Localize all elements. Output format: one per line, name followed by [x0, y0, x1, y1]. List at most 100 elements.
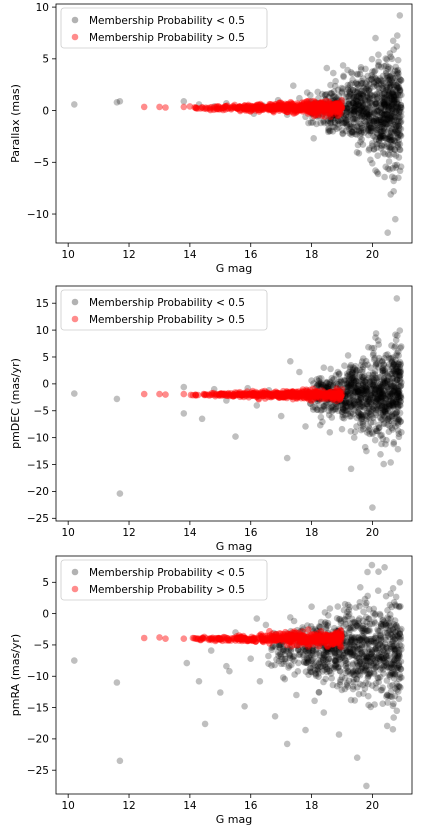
data-point	[342, 127, 350, 135]
data-point	[270, 103, 278, 110]
data-point	[342, 401, 349, 409]
data-point	[325, 125, 332, 132]
data-point	[359, 115, 366, 122]
data-point	[388, 374, 396, 382]
data-point	[391, 74, 399, 82]
data-point	[377, 432, 384, 440]
data-point	[366, 104, 373, 111]
data-point	[387, 191, 395, 198]
data-point	[389, 90, 397, 97]
data-point	[213, 104, 220, 111]
data-point	[375, 116, 383, 124]
data-point	[356, 94, 364, 102]
data-point	[71, 390, 78, 397]
data-point	[285, 390, 293, 398]
data-point	[219, 104, 226, 112]
data-point	[349, 410, 357, 418]
data-point	[186, 103, 194, 110]
data-point	[382, 134, 389, 142]
data-point	[327, 113, 334, 121]
data-point	[262, 104, 270, 111]
data-point	[372, 385, 380, 392]
data-point	[379, 114, 387, 122]
data-point	[210, 105, 218, 112]
data-point	[385, 115, 393, 123]
data-point	[381, 96, 389, 103]
data-point	[363, 376, 370, 384]
data-point	[389, 403, 397, 410]
data-point	[344, 93, 352, 100]
data-point	[343, 403, 351, 410]
data-point	[383, 116, 391, 124]
data-point	[395, 96, 403, 104]
data-point	[374, 111, 381, 119]
data-point	[245, 392, 253, 399]
data-point	[356, 106, 363, 113]
data-point	[223, 397, 230, 404]
data-point	[388, 358, 396, 365]
data-point	[333, 112, 341, 120]
data-point	[392, 108, 399, 116]
data-point	[359, 124, 366, 132]
data-point	[322, 104, 330, 112]
data-point	[334, 102, 341, 110]
data-point	[395, 73, 402, 81]
data-point	[379, 369, 386, 377]
data-point	[397, 368, 405, 376]
data-point	[373, 140, 381, 148]
data-point	[359, 419, 367, 426]
data-point	[302, 390, 310, 398]
data-point	[322, 105, 330, 113]
data-point	[327, 119, 334, 127]
data-point	[395, 174, 402, 182]
data-point	[397, 392, 405, 399]
data-point	[358, 390, 366, 397]
data-point	[388, 424, 396, 432]
data-point	[303, 98, 310, 105]
data-point	[222, 106, 229, 113]
data-point	[221, 103, 229, 110]
data-point	[396, 88, 404, 95]
data-point	[382, 55, 390, 62]
data-point	[307, 386, 314, 394]
data-point	[397, 76, 405, 84]
data-point	[395, 402, 402, 410]
data-point	[366, 97, 373, 105]
data-point	[396, 367, 403, 375]
data-point	[397, 132, 405, 140]
data-point	[396, 117, 403, 125]
data-point	[385, 692, 393, 700]
data-point	[364, 113, 371, 120]
data-point	[349, 129, 357, 136]
data-point	[378, 388, 386, 396]
data-point	[330, 101, 338, 109]
data-point	[384, 421, 392, 429]
data-point	[394, 84, 401, 91]
data-point	[268, 106, 275, 114]
data-point	[365, 692, 372, 700]
data-point	[390, 402, 397, 409]
data-point	[245, 101, 252, 109]
data-point	[391, 137, 398, 144]
data-point	[352, 116, 359, 123]
data-point	[198, 415, 206, 423]
data-point	[287, 101, 295, 108]
data-point	[156, 390, 163, 398]
data-point	[380, 406, 388, 413]
data-point	[272, 391, 279, 398]
data-point	[364, 113, 371, 120]
data-point	[371, 387, 379, 395]
data-point	[216, 391, 224, 398]
data-point	[236, 103, 243, 110]
data-point	[234, 390, 242, 398]
data-point	[391, 377, 399, 385]
data-point	[324, 103, 332, 111]
data-point	[350, 387, 358, 394]
data-point	[398, 379, 405, 386]
data-point	[260, 389, 267, 397]
data-point	[355, 382, 362, 389]
data-point	[318, 99, 325, 107]
data-point	[309, 104, 316, 111]
data-point	[336, 393, 344, 400]
data-point	[241, 103, 248, 110]
